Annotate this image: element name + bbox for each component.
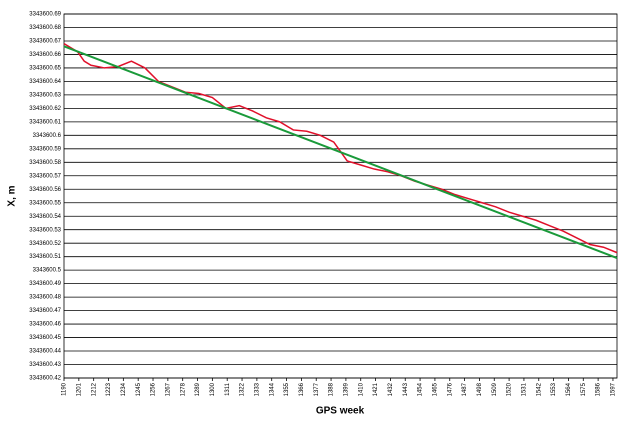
x-tick-label: 1542	[536, 382, 542, 396]
y-tick-label: 3343600.44	[29, 349, 61, 355]
y-tick-label: 3343600.52	[29, 241, 61, 247]
x-tick-label: 1531	[522, 382, 528, 396]
x-tick-label: 1311	[225, 382, 231, 396]
x-tick-label: 1289	[195, 382, 201, 396]
x-tick-label: 1212	[91, 382, 97, 396]
y-tick-label: 3343600.62	[29, 106, 61, 112]
y-tick-label: 3343600.58	[29, 160, 61, 166]
x-tick-label: 1509	[492, 382, 498, 396]
y-tick-label: 3343600.51	[29, 254, 61, 260]
y-tick-label: 3343600.45	[29, 335, 61, 341]
x-tick-label: 1333	[254, 382, 260, 396]
y-tick-label: 3343600.49	[29, 281, 61, 287]
x-tick-label: 1278	[180, 382, 186, 396]
y-tick-label: 3343600.64	[29, 79, 61, 85]
series-line	[63, 43, 618, 254]
x-tick-label: 1267	[165, 382, 171, 396]
x-tick-label: 1366	[299, 382, 305, 396]
x-tick-label: 1465	[432, 382, 438, 396]
y-tick-label: 3343600.55	[29, 200, 61, 206]
y-tick-label: 3343600.5	[33, 268, 62, 274]
x-tick-label: 1410	[358, 382, 364, 396]
x-tick-label: 1201	[76, 382, 82, 396]
y-tick-label: 3343600.56	[29, 187, 61, 193]
x-tick-label: 1223	[106, 382, 112, 396]
x-tick-label: 1520	[507, 382, 513, 396]
y-tick-label: 3343600.42	[29, 376, 61, 382]
x-tick-label: 1256	[151, 382, 157, 396]
x-tick-label: 1564	[566, 382, 572, 396]
y-tick-label: 3343600.43	[29, 362, 61, 368]
x-tick-label: 1476	[447, 382, 453, 396]
x-tick-label: 1355	[284, 382, 290, 396]
y-tick-label: 3343600.61	[29, 119, 61, 125]
x-tick-label: 1487	[462, 382, 468, 396]
y-tick-label: 3343600.68	[29, 25, 61, 31]
y-tick-label: 3343600.48	[29, 295, 61, 301]
x-tick-label: 1575	[581, 382, 587, 396]
x-tick-label: 1443	[403, 382, 409, 396]
series-line	[63, 45, 618, 259]
x-tick-label: 1597	[611, 382, 617, 396]
x-tick-label: 1388	[329, 382, 335, 396]
y-tick-label: 3343600.57	[29, 173, 61, 179]
x-tick-label: 1586	[596, 382, 602, 396]
x-tick-label: 1432	[388, 382, 394, 396]
y-tick-label: 3343600.46	[29, 322, 61, 328]
y-tick-label: 3343600.53	[29, 227, 61, 233]
x-axis-label: GPS week	[316, 406, 365, 417]
x-tick-label: 1300	[210, 382, 216, 396]
y-axis-label: X, m	[7, 185, 18, 206]
x-tick-label: 1245	[136, 382, 142, 396]
x-tick-label: 1454	[418, 382, 424, 396]
x-tick-label: 1322	[240, 382, 246, 396]
x-tick-label: 1377	[314, 382, 320, 396]
y-tick-label: 3343600.65	[29, 66, 61, 72]
x-tick-label: 1553	[551, 382, 557, 396]
x-tick-label: 1498	[477, 382, 483, 396]
y-tick-label: 3343600.69	[29, 12, 61, 18]
x-tick-label: 1190	[62, 382, 68, 396]
x-tick-label: 1421	[373, 382, 379, 396]
y-tick-label: 3343600.47	[29, 308, 61, 314]
x-tick-label: 1344	[269, 382, 275, 396]
x-tick-label: 1399	[343, 382, 349, 396]
y-tick-label: 3343600.67	[29, 39, 61, 45]
y-tick-label: 3343600.63	[29, 92, 61, 98]
y-tick-label: 3343600.59	[29, 146, 61, 152]
y-tick-label: 3343600.6	[33, 133, 62, 139]
x-tick-label: 1234	[121, 382, 127, 396]
y-tick-label: 3343600.54	[29, 214, 61, 220]
plot-frame	[63, 13, 618, 379]
y-tick-label: 3343600.66	[29, 52, 61, 58]
